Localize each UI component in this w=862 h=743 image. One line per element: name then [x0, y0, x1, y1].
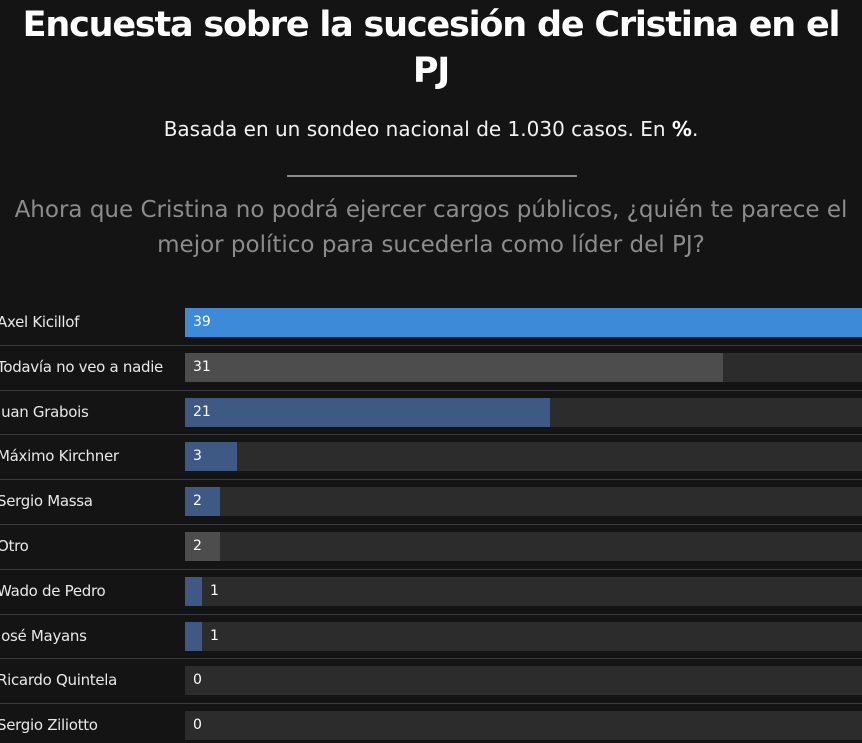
category-label: José Mayans: [0, 626, 87, 645]
bar: [185, 532, 220, 561]
chart-row: Sergio Ziliotto 0: [0, 703, 862, 743]
subtitle-end: .: [691, 117, 699, 141]
chart-row: Wado de Pedro 1: [0, 568, 862, 613]
bar-track: 21: [185, 397, 862, 427]
data-label: 3: [193, 448, 202, 465]
category-label: Sergio Massa: [0, 492, 93, 511]
poll-question: Ahora que Cristina no podrá ejercer carg…: [14, 197, 848, 258]
category-label: Wado de Pedro: [0, 581, 106, 600]
header-divider: [287, 175, 577, 177]
category-label: Axel Kicillof: [0, 313, 80, 331]
bar: [185, 576, 202, 606]
chart-row: Todavía no veo a nadie 31: [0, 344, 862, 389]
data-label: 1: [210, 582, 219, 599]
data-label: 0: [193, 717, 202, 734]
data-label: 2: [193, 493, 202, 510]
category-label: Juan Grabois: [0, 402, 89, 421]
row-divider: [0, 568, 862, 570]
bar: [185, 397, 550, 427]
bar-track: 1: [185, 576, 862, 606]
row-divider: [0, 389, 862, 391]
page-title: Encuesta sobre la sucesión de Cristina e…: [22, 5, 841, 91]
data-label: 0: [193, 672, 202, 689]
data-label: 1: [210, 627, 219, 644]
bar-track: 0: [185, 711, 862, 741]
bar-track: 0: [185, 666, 862, 696]
chart-row: Ricardo Quintela 0: [0, 658, 862, 702]
category-label: Ricardo Quintela: [0, 671, 118, 690]
bar-chart: Axel Kicillof 39 Todavía no veo a nadie 31 J…: [0, 300, 862, 743]
bar: [185, 487, 220, 517]
bar-track: 31: [185, 352, 862, 382]
chart-row: Axel Kicillof 39: [0, 300, 862, 344]
category-label: Sergio Ziliotto: [0, 716, 98, 735]
row-divider: [0, 658, 862, 660]
category-label: Todavía no veo a nadie: [0, 357, 163, 376]
row-divider: [0, 524, 862, 525]
bar: [185, 621, 202, 651]
bar-track: 39: [185, 308, 862, 337]
category-label: Otro: [0, 537, 29, 555]
row-divider: [0, 613, 862, 615]
bar: [185, 442, 237, 472]
bar-track: 3: [185, 442, 862, 472]
row-divider: [0, 703, 862, 705]
subtitle-text: Basada en un sondeo nacional de 1.030 ca…: [163, 117, 672, 141]
data-label: 31: [193, 358, 211, 375]
data-label: 2: [193, 538, 202, 554]
data-label: 21: [193, 403, 211, 420]
subtitle: Basada en un sondeo nacional de 1.030 ca…: [0, 114, 862, 144]
bar-track: 2: [185, 532, 862, 561]
row-divider: [0, 479, 862, 481]
row-divider: [0, 344, 862, 346]
bar: [185, 352, 723, 382]
bar-track: 2: [185, 487, 862, 517]
row-divider: [0, 434, 862, 436]
chart-row: Máximo Kirchner 3: [0, 434, 862, 478]
category-label: Máximo Kirchner: [0, 447, 119, 466]
chart-row: Otro 2: [0, 524, 862, 568]
chart-row: José Mayans 1: [0, 613, 862, 658]
bar: [185, 308, 862, 337]
chart-row: Juan Grabois 21: [0, 389, 862, 434]
subtitle-unit: %: [671, 117, 692, 141]
bar-track: 1: [185, 621, 862, 651]
chart-row: Sergio Massa 2: [0, 479, 862, 523]
data-label: 39: [193, 314, 211, 330]
